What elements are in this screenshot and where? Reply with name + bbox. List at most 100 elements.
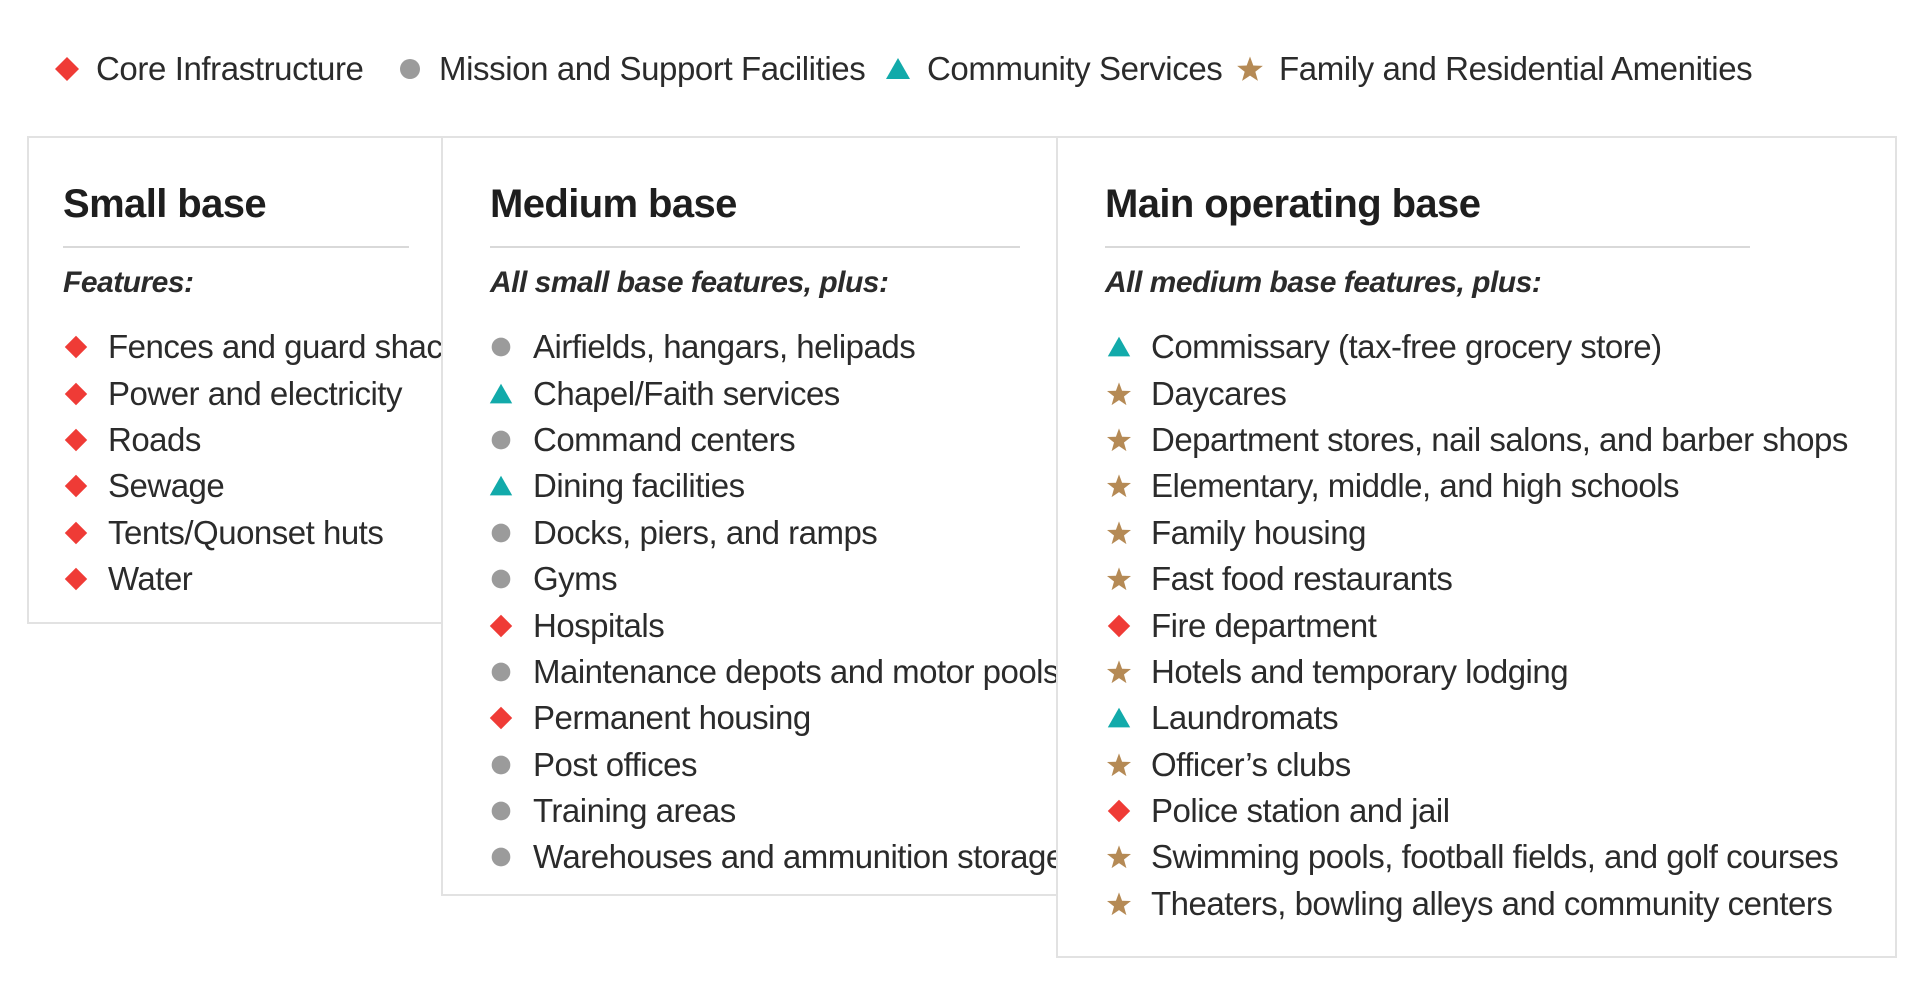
legend-item-family: Family and Residential Amenities: [1235, 49, 1753, 89]
gold-star-icon: [1105, 472, 1133, 500]
red-diamond-icon: [62, 426, 90, 454]
gold-star-icon: [1105, 843, 1133, 871]
legend-item-core: Core Infrastructure: [52, 49, 364, 89]
legend-label: Mission and Support Facilities: [439, 50, 866, 87]
feature-label: Command centers: [533, 420, 796, 458]
divider: [63, 246, 409, 248]
feature-label: Swimming pools, football fields, and gol…: [1151, 838, 1839, 876]
feature-item: Docks, piers, and ramps: [487, 510, 1064, 556]
feature-label: Officer’s clubs: [1151, 745, 1351, 783]
feature-item: Police station and jail: [1105, 788, 1848, 834]
feature-label: Fences and guard shacks: [108, 328, 475, 366]
feature-label: Dining facilities: [533, 467, 745, 505]
panel-subtitle: Features:: [63, 266, 194, 299]
gold-star-icon: [1105, 890, 1133, 918]
feature-label: Warehouses and ammunition storage: [533, 838, 1064, 876]
feature-label: Power and electricity: [108, 374, 402, 412]
feature-item: Airfields, hangars, helipads: [487, 324, 1064, 370]
red-diamond-icon: [62, 565, 90, 593]
gray-circle-icon: [487, 751, 515, 779]
feature-item: Dining facilities: [487, 463, 1064, 509]
feature-item: Roads: [62, 417, 474, 463]
red-diamond-icon: [1105, 797, 1133, 825]
feature-list: Airfields, hangars, helipads Chapel/Faith…: [487, 324, 1064, 881]
feature-label: Police station and jail: [1151, 792, 1450, 830]
feature-label: Roads: [108, 420, 201, 458]
legend-label: Community Services: [927, 50, 1223, 87]
feature-item: Warehouses and ammunition storage: [487, 834, 1064, 880]
divider: [490, 246, 1020, 248]
feature-label: Tents/Quonset huts: [108, 513, 384, 551]
feature-item: Laundromats: [1105, 695, 1848, 741]
feature-label: Docks, piers, and ramps: [533, 513, 878, 551]
red-diamond-icon: [62, 333, 90, 361]
feature-item: Commissary (tax-free grocery store): [1105, 324, 1848, 370]
gold-star-icon: [1105, 380, 1133, 408]
feature-label: Commissary (tax-free grocery store): [1151, 328, 1662, 366]
gray-circle-icon: [487, 333, 515, 361]
red-diamond-icon: [1105, 612, 1133, 640]
feature-item: Hospitals: [487, 602, 1064, 648]
feature-label: Gyms: [533, 560, 618, 598]
feature-item: Fast food restaurants: [1105, 556, 1848, 602]
feature-label: Fire department: [1151, 606, 1377, 644]
red-diamond-icon: [52, 54, 82, 84]
gray-circle-icon: [487, 565, 515, 593]
gold-star-icon: [1105, 751, 1133, 779]
feature-label: Fast food restaurants: [1151, 560, 1453, 598]
gray-circle-icon: [487, 426, 515, 454]
teal-triangle-icon: [487, 472, 515, 500]
feature-label: Department stores, nail salons, and barb…: [1151, 420, 1848, 458]
feature-item: Tents/Quonset huts: [62, 510, 474, 556]
gray-circle-icon: [487, 843, 515, 871]
gold-star-icon: [1105, 658, 1133, 686]
feature-item: Permanent housing: [487, 695, 1064, 741]
feature-item: Training areas: [487, 788, 1064, 834]
feature-item: Command centers: [487, 417, 1064, 463]
feature-item: Swimming pools, football fields, and gol…: [1105, 834, 1848, 880]
feature-item: Water: [62, 556, 474, 602]
feature-label: Hospitals: [533, 606, 665, 644]
feature-item: Fences and guard shacks: [62, 324, 475, 370]
legend-item-community: Community Services: [883, 49, 1223, 89]
red-diamond-icon: [62, 380, 90, 408]
feature-item: Officer’s clubs: [1105, 742, 1848, 788]
feature-label: Daycares: [1151, 374, 1287, 412]
feature-item: Sewage: [62, 463, 474, 509]
legend-label: Core Infrastructure: [96, 50, 364, 87]
panel-subtitle: All medium base features, plus:: [1105, 266, 1542, 299]
divider: [1105, 246, 1750, 248]
feature-item: Department stores, nail salons, and barb…: [1105, 417, 1848, 463]
feature-label: Elementary, middle, and high schools: [1151, 467, 1680, 505]
feature-label: Sewage: [108, 467, 225, 505]
feature-label: Laundromats: [1151, 699, 1339, 737]
feature-item: Power and electricity: [62, 370, 474, 416]
feature-item: Fire department: [1105, 602, 1848, 648]
gray-circle-icon: [487, 658, 515, 686]
gold-star-icon: [1105, 519, 1133, 547]
gold-star-icon: [1105, 426, 1133, 454]
feature-label: Maintenance depots and motor pools: [533, 652, 1060, 690]
feature-label: Theaters, bowling alleys and community c…: [1151, 884, 1833, 922]
teal-triangle-icon: [883, 54, 913, 84]
feature-label: Family housing: [1151, 513, 1366, 551]
gray-circle-icon: [487, 797, 515, 825]
feature-item: Chapel/Faith services: [487, 370, 1064, 416]
feature-label: Training areas: [533, 792, 736, 830]
feature-list: Fences and guard shacks Power and electri…: [62, 324, 475, 602]
legend-label: Family and Residential Amenities: [1279, 50, 1753, 87]
panel-title: Small base: [63, 182, 267, 226]
teal-triangle-icon: [487, 380, 515, 408]
feature-label: Hotels and temporary lodging: [1151, 652, 1569, 690]
feature-item: Daycares: [1105, 370, 1848, 416]
feature-label: Chapel/Faith services: [533, 374, 840, 412]
main-operating-base-panel: Main operating base All medium base feat…: [1056, 136, 1897, 958]
feature-item: Family housing: [1105, 510, 1848, 556]
teal-triangle-icon: [1105, 704, 1133, 732]
feature-label: Post offices: [533, 745, 697, 783]
legend-item-mission: Mission and Support Facilities: [395, 49, 866, 89]
medium-base-panel: Medium base All small base features, plu…: [441, 136, 1064, 896]
red-diamond-icon: [487, 612, 515, 640]
panel-subtitle: All small base features, plus:: [490, 266, 889, 299]
